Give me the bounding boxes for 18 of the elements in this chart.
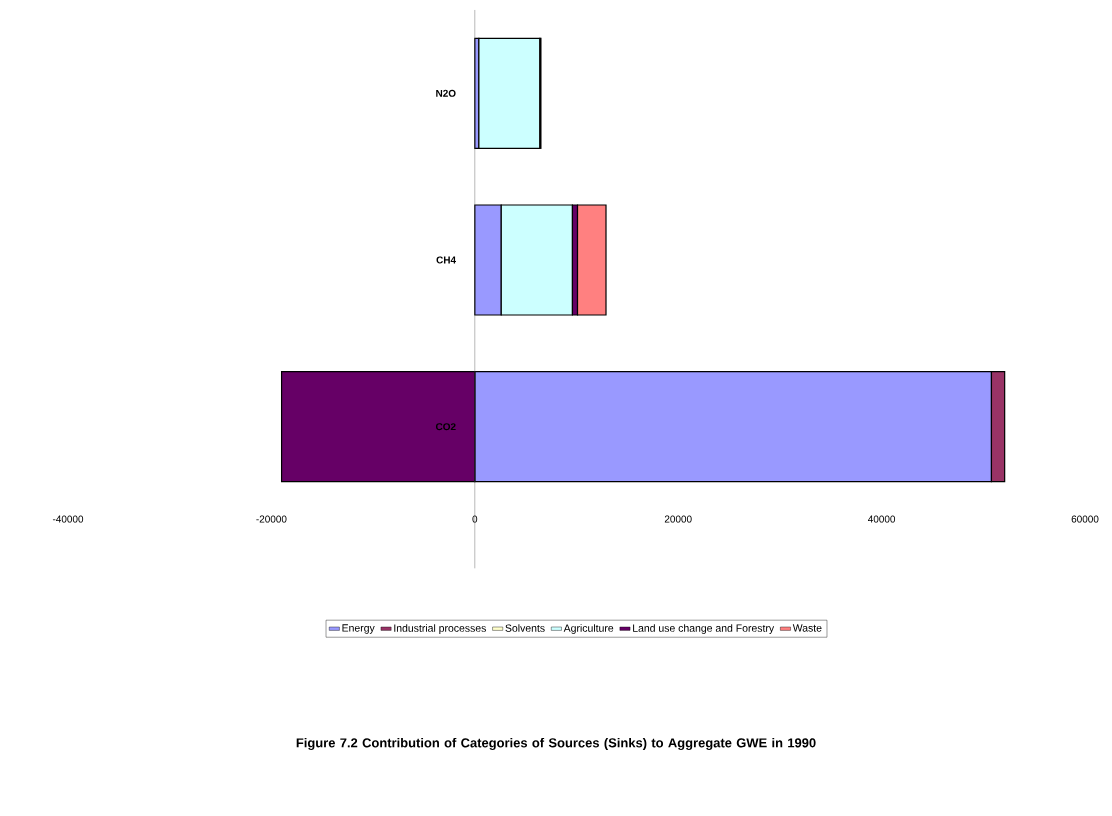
legend-label: Land use change and Forestry <box>633 624 775 634</box>
legend-label: Energy <box>342 624 375 634</box>
y-tick-label: N2O <box>436 89 456 97</box>
x-tick-label: -40000 <box>52 515 84 523</box>
y-tick-label: CH4 <box>436 256 456 264</box>
x-tick-label: 40000 <box>868 515 896 523</box>
bar <box>576 204 607 316</box>
legend-label: Waste <box>792 624 822 632</box>
x-tick-label: -20000 <box>256 515 287 523</box>
bar <box>478 37 541 149</box>
x-tick-label: 20000 <box>664 515 692 523</box>
legend-label: Solvents <box>505 624 545 632</box>
y-tick-label: CO2 <box>435 423 456 431</box>
x-tick-label: 0 <box>472 515 478 523</box>
x-tick-label: 60000 <box>1071 515 1099 523</box>
text: Figure 7.2 Contribution of Categories of Sources (Sinks) to Aggregate GWE in 1990 <box>296 737 816 751</box>
legend-label: Agriculture <box>563 624 614 634</box>
legend-label: Industrial processes <box>394 624 486 634</box>
